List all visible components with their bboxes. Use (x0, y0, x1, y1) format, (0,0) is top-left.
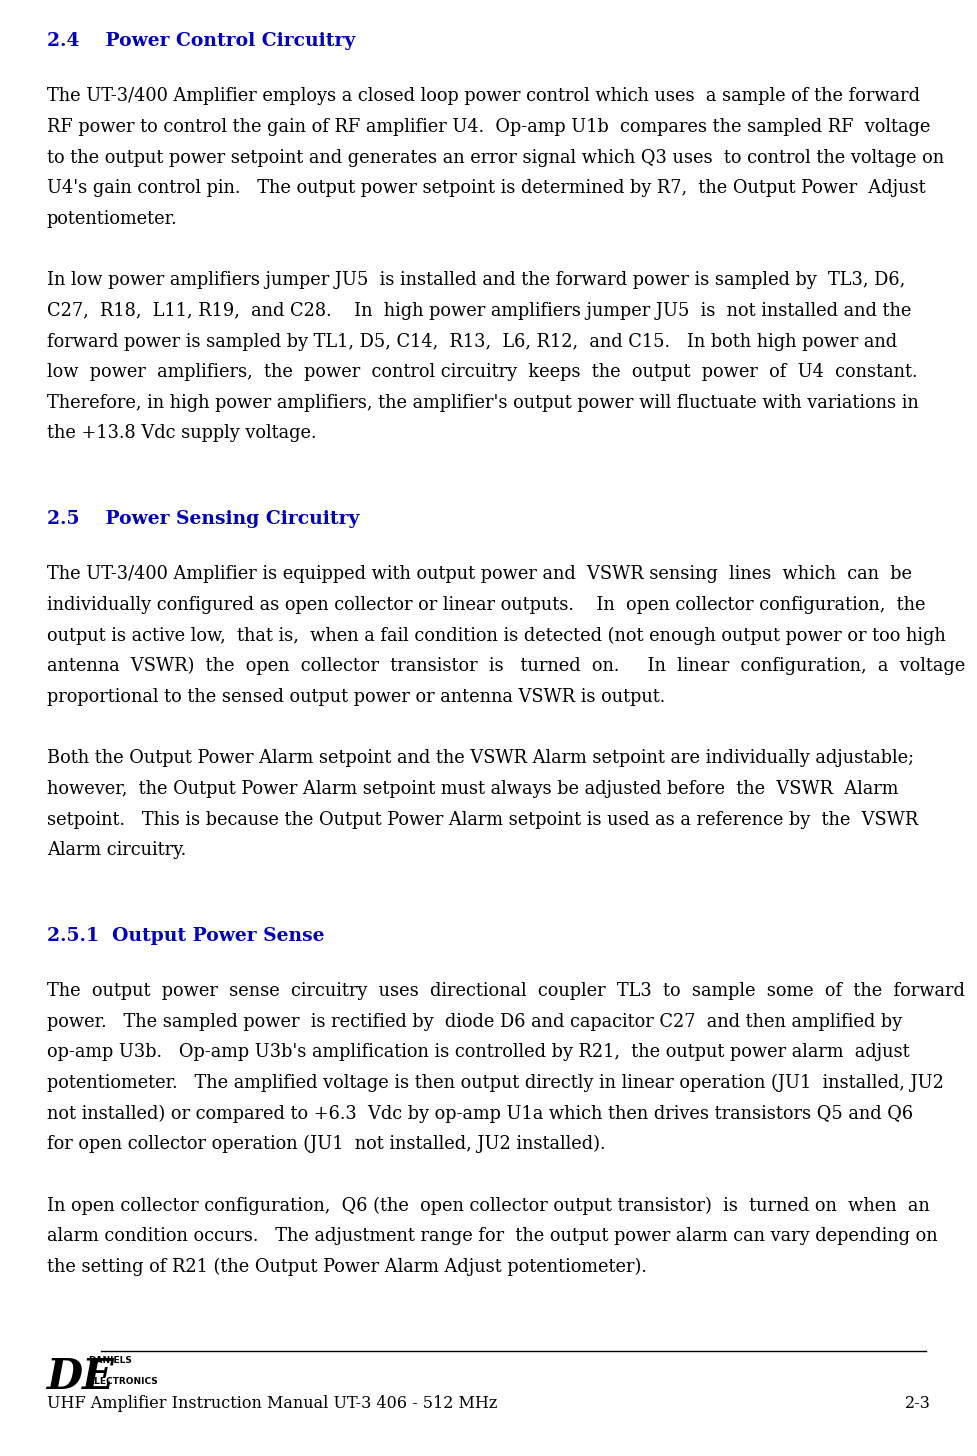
Text: to the output power setpoint and generates an error signal which Q3 uses  to con: to the output power setpoint and generat… (47, 149, 943, 166)
Text: The UT-3/400 Amplifier is equipped with output power and  VSWR sensing  lines  w: The UT-3/400 Amplifier is equipped with … (47, 565, 911, 584)
Text: op-amp U3b.   Op-amp U3b's amplification is controlled by R21,  the output power: op-amp U3b. Op-amp U3b's amplification i… (47, 1042, 909, 1061)
Text: C27,  R18,  L11, R19,  and C28.    In  high power amplifiers jumper JU5  is  not: C27, R18, L11, R19, and C28. In high pow… (47, 301, 911, 320)
Text: ELECTRONICS: ELECTRONICS (88, 1377, 157, 1386)
Text: The  output  power  sense  circuitry  uses  directional  coupler  TL3  to  sampl: The output power sense circuitry uses di… (47, 981, 964, 1000)
Text: 2.5.1  Output Power Sense: 2.5.1 Output Power Sense (47, 926, 324, 945)
Text: Therefore, in high power amplifiers, the amplifier's output power will fluctuate: Therefore, in high power amplifiers, the… (47, 393, 917, 412)
Text: U4's gain control pin.   The output power setpoint is determined by R7,  the Out: U4's gain control pin. The output power … (47, 179, 924, 197)
Text: DANIELS: DANIELS (88, 1356, 132, 1364)
Text: Both the Output Power Alarm setpoint and the VSWR Alarm setpoint are individuall: Both the Output Power Alarm setpoint and… (47, 750, 913, 767)
Text: 2-3: 2-3 (905, 1395, 930, 1412)
Text: In open collector configuration,  Q6 (the  open collector output transistor)  is: In open collector configuration, Q6 (the… (47, 1197, 929, 1214)
Text: RF power to control the gain of RF amplifier U4.  Op-amp U1b  compares the sampl: RF power to control the gain of RF ampli… (47, 118, 929, 135)
Text: forward power is sampled by TL1, D5, C14,  R13,  L6, R12,  and C15.   In both hi: forward power is sampled by TL1, D5, C14… (47, 332, 896, 351)
Text: proportional to the sensed output power or antenna VSWR is output.: proportional to the sensed output power … (47, 687, 664, 706)
Text: The UT-3/400 Amplifier employs a closed loop power control which uses  a sample : The UT-3/400 Amplifier employs a closed … (47, 87, 919, 105)
Text: Alarm circuitry.: Alarm circuitry. (47, 842, 186, 859)
Text: potentiometer.   The amplified voltage is then output directly in linear operati: potentiometer. The amplified voltage is … (47, 1073, 943, 1092)
Text: the setting of R21 (the Output Power Alarm Adjust potentiometer).: the setting of R21 (the Output Power Ala… (47, 1258, 646, 1275)
Text: 2.5    Power Sensing Circuitry: 2.5 Power Sensing Circuitry (47, 510, 360, 529)
Text: low  power  amplifiers,  the  power  control circuitry  keeps  the  output  powe: low power amplifiers, the power control … (47, 363, 916, 381)
Text: power.   The sampled power  is rectified by  diode D6 and capacitor C27  and the: power. The sampled power is rectified by… (47, 1012, 901, 1031)
Text: UHF Amplifier Instruction Manual UT-3 406 - 512 MHz: UHF Amplifier Instruction Manual UT-3 40… (47, 1395, 497, 1412)
Text: potentiometer.: potentiometer. (47, 210, 178, 227)
Text: output is active low,  that is,  when a fail condition is detected (not enough o: output is active low, that is, when a fa… (47, 626, 945, 645)
Text: alarm condition occurs.   The adjustment range for  the output power alarm can v: alarm condition occurs. The adjustment r… (47, 1227, 937, 1245)
Text: antenna  VSWR)  the  open  collector  transistor  is   turned  on.     In  linea: antenna VSWR) the open collector transis… (47, 657, 964, 676)
Text: In low power amplifiers jumper JU5  is installed and the forward power is sample: In low power amplifiers jumper JU5 is in… (47, 271, 905, 290)
Text: 2.4    Power Control Circuitry: 2.4 Power Control Circuitry (47, 32, 355, 50)
Text: individually configured as open collector or linear outputs.    In  open collect: individually configured as open collecto… (47, 596, 924, 614)
Text: DE: DE (47, 1356, 114, 1398)
Text: not installed) or compared to +6.3  Vdc by op-amp U1a which then drives transist: not installed) or compared to +6.3 Vdc b… (47, 1104, 913, 1123)
Text: setpoint.   This is because the Output Power Alarm setpoint is used as a referen: setpoint. This is because the Output Pow… (47, 811, 917, 828)
Text: however,  the Output Power Alarm setpoint must always be adjusted before  the  V: however, the Output Power Alarm setpoint… (47, 780, 898, 798)
Text: for open collector operation (JU1  not installed, JU2 installed).: for open collector operation (JU1 not in… (47, 1134, 605, 1153)
Text: the +13.8 Vdc supply voltage.: the +13.8 Vdc supply voltage. (47, 424, 317, 443)
